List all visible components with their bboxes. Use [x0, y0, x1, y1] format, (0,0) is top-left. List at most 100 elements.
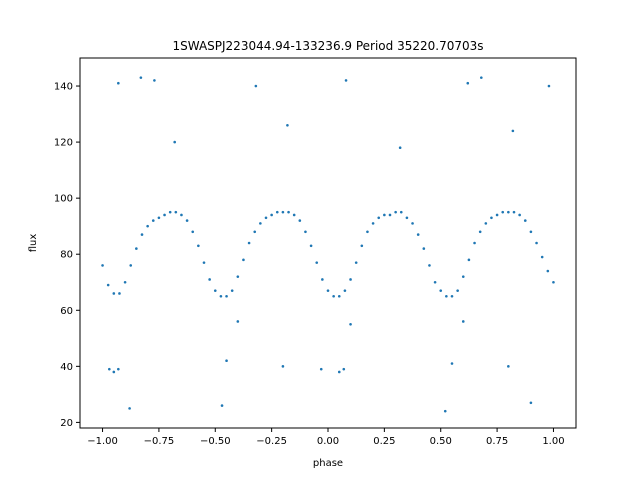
- data-point: [140, 233, 144, 236]
- data-point: [286, 123, 289, 127]
- x-tick-label: 0.50: [430, 436, 452, 447]
- data-point: [117, 81, 120, 85]
- data-point: [264, 216, 268, 220]
- data-point: [405, 216, 409, 220]
- data-point: [398, 146, 402, 149]
- data-point: [399, 210, 403, 214]
- data-point: [304, 230, 307, 234]
- data-point: [236, 320, 240, 323]
- data-point: [213, 289, 217, 292]
- data-point: [478, 230, 482, 234]
- x-tick-label: −0.50: [200, 436, 231, 447]
- data-point: [490, 216, 493, 220]
- data-point: [319, 367, 323, 371]
- data-point: [259, 222, 262, 225]
- data-point: [220, 404, 224, 407]
- data-point: [456, 289, 459, 292]
- data-point: [377, 216, 381, 220]
- data-point: [467, 258, 471, 262]
- data-point: [315, 261, 319, 264]
- data-point: [129, 264, 133, 267]
- data-point: [112, 370, 116, 374]
- data-point: [292, 213, 296, 217]
- data-point: [484, 222, 488, 225]
- data-point: [344, 79, 348, 82]
- x-tick-label: −0.75: [144, 436, 175, 447]
- data-point: [281, 365, 285, 368]
- data-point: [529, 230, 533, 234]
- data-point: [146, 224, 149, 228]
- data-point: [511, 129, 515, 133]
- data-point: [191, 230, 195, 234]
- y-tick-label: 140: [54, 82, 73, 93]
- data-point: [108, 367, 111, 371]
- data-point: [326, 289, 330, 292]
- data-point: [151, 219, 155, 222]
- data-point: [450, 294, 454, 298]
- data-point: [512, 210, 516, 214]
- data-point: [112, 292, 116, 295]
- plot-frame: [79, 57, 577, 429]
- data-point: [552, 280, 555, 284]
- data-point: [547, 84, 551, 88]
- data-point: [349, 278, 352, 281]
- data-point: [428, 264, 431, 267]
- data-point: [298, 219, 302, 222]
- data-point: [354, 261, 358, 264]
- data-point: [128, 407, 131, 410]
- x-tick-label: 0.00: [317, 436, 339, 447]
- data-point: [342, 367, 346, 371]
- data-point: [443, 409, 447, 413]
- data-point: [270, 213, 273, 217]
- data-point: [366, 230, 369, 234]
- data-point: [540, 255, 544, 259]
- x-tick-label: 0.75: [486, 436, 508, 447]
- data-point: [411, 222, 414, 225]
- data-point: [185, 219, 189, 222]
- data-point: [461, 275, 465, 278]
- data-point: [501, 210, 505, 214]
- data-point: [371, 222, 375, 225]
- data-point: [242, 258, 245, 262]
- data-point: [507, 210, 510, 214]
- chart-title: 1SWASPJ223044.94-133236.9 Period 35220.7…: [172, 39, 483, 53]
- data-point: [523, 219, 527, 222]
- data-point: [168, 210, 172, 214]
- data-point: [480, 76, 483, 79]
- x-axis-label: phase: [313, 458, 343, 469]
- y-axis-ticks: 20 40 60 80 100 120 140: [54, 82, 80, 429]
- data-point: [118, 292, 121, 295]
- data-point: [445, 294, 448, 298]
- data-point: [337, 294, 341, 298]
- data-point: [507, 365, 510, 368]
- y-tick-label: 20: [60, 418, 73, 429]
- data-point: [495, 213, 499, 217]
- data-point: [332, 294, 335, 298]
- data-point: [518, 213, 521, 217]
- x-tick-label: −1.00: [87, 436, 118, 447]
- data-point: [163, 213, 166, 217]
- data-point: [208, 278, 211, 281]
- data-point: [535, 241, 538, 245]
- data-point: [135, 247, 138, 250]
- data-point: [202, 261, 206, 264]
- x-tick-label: −0.25: [256, 436, 287, 447]
- data-point: [275, 210, 279, 214]
- data-point: [197, 244, 200, 248]
- data-point: [236, 275, 240, 278]
- data-point: [287, 210, 290, 214]
- data-point: [123, 280, 127, 284]
- data-point: [173, 140, 176, 144]
- plot-area: [80, 58, 576, 428]
- data-point: [281, 210, 285, 214]
- data-point: [225, 359, 228, 363]
- data-point: [180, 213, 183, 217]
- data-point: [309, 244, 313, 248]
- data-point: [157, 216, 161, 220]
- x-tick-label: 0.25: [373, 436, 395, 447]
- data-point: [466, 81, 470, 85]
- data-point: [153, 79, 156, 82]
- data-point: [529, 401, 533, 405]
- data-point: [360, 244, 364, 248]
